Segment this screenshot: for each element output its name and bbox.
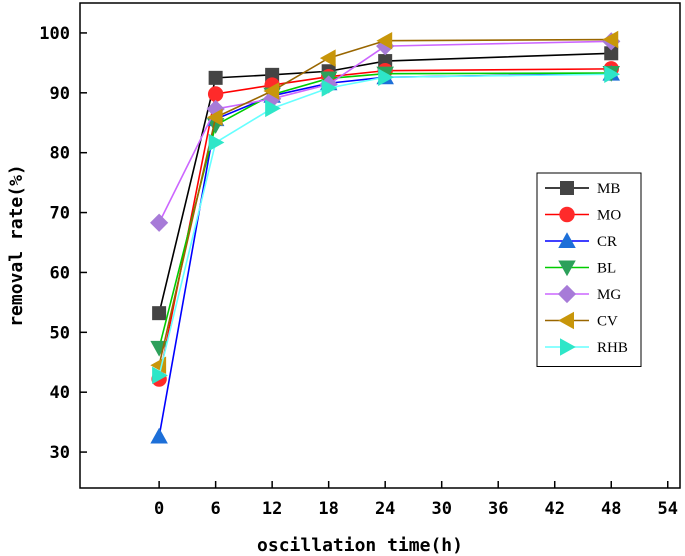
point-rhb-12 bbox=[265, 99, 281, 118]
legend-marker-cv bbox=[558, 311, 574, 330]
y-tick-label-60: 60 bbox=[50, 263, 70, 283]
legend-label-bl: BL bbox=[597, 261, 616, 277]
y-tick-label-30: 30 bbox=[50, 443, 70, 463]
point-cv-24 bbox=[376, 31, 393, 50]
y-tick-label-50: 50 bbox=[50, 323, 70, 343]
point-cv-6 bbox=[206, 108, 223, 127]
x-tick-label-30: 30 bbox=[431, 499, 451, 519]
point-rhb-48 bbox=[604, 65, 620, 84]
point-mb-48 bbox=[604, 46, 619, 61]
point-cr-0 bbox=[150, 427, 168, 444]
legend-marker-mg bbox=[557, 284, 577, 304]
series-line-mb bbox=[158, 52, 612, 314]
series-line-mo bbox=[158, 68, 612, 380]
legend-marker-mo bbox=[559, 206, 575, 223]
legend-marker-mb bbox=[560, 181, 574, 195]
legend-label-rhb: RHB bbox=[597, 340, 628, 356]
legend-item-cv: CV bbox=[545, 311, 618, 330]
x-tick-label-48: 48 bbox=[601, 499, 621, 519]
legend-item-bl: BL bbox=[545, 260, 616, 277]
series-layer bbox=[150, 30, 621, 444]
point-mg-0 bbox=[150, 213, 169, 232]
series-line-mg bbox=[158, 40, 612, 224]
legend-label-mg: MG bbox=[597, 287, 621, 303]
point-cv-18 bbox=[319, 49, 336, 67]
x-tick-label-0: 0 bbox=[154, 499, 164, 519]
legend-label-cv: CV bbox=[597, 314, 618, 330]
legend-marker-cr bbox=[558, 232, 576, 248]
legend-item-mb: MB bbox=[545, 181, 620, 197]
series-line-rhb bbox=[158, 73, 612, 376]
y-tick-label-90: 90 bbox=[50, 84, 70, 104]
series-rhb bbox=[152, 65, 620, 385]
x-tick-label-42: 42 bbox=[544, 499, 564, 519]
x-axis-title: oscillation time(h) bbox=[257, 535, 463, 556]
y-tick-label-100: 100 bbox=[39, 24, 70, 44]
y-tick-label-40: 40 bbox=[50, 383, 70, 403]
legend-item-cr: CR bbox=[545, 232, 617, 250]
point-rhb-6 bbox=[208, 133, 225, 152]
x-tick-label-24: 24 bbox=[375, 499, 395, 519]
legend-box bbox=[536, 172, 642, 367]
y-tick-label-70: 70 bbox=[50, 204, 70, 224]
legend-item-mg: MG bbox=[545, 284, 621, 304]
legend-label-cr: CR bbox=[597, 234, 617, 250]
point-mb-0 bbox=[152, 306, 167, 321]
point-rhb-0 bbox=[152, 366, 168, 385]
point-mo-6 bbox=[207, 86, 224, 102]
legend: MB MO CR BL MG CV RHB bbox=[536, 172, 642, 367]
legend-marker-bl bbox=[558, 260, 576, 277]
point-mb-6 bbox=[208, 70, 223, 85]
point-cv-48 bbox=[602, 30, 619, 49]
legend-marker-rhb bbox=[560, 338, 576, 356]
point-cv-12 bbox=[263, 82, 280, 100]
legend-item-rhb: RHB bbox=[545, 338, 628, 356]
x-tick-label-6: 6 bbox=[211, 499, 221, 519]
y-axis-title: removal rate(%) bbox=[6, 164, 27, 327]
legend-label-mb: MB bbox=[597, 181, 620, 197]
point-rhb-18 bbox=[321, 79, 338, 97]
point-rhb-24 bbox=[378, 68, 394, 86]
x-tick-label-18: 18 bbox=[318, 499, 338, 519]
x-tick-label-54: 54 bbox=[658, 499, 678, 519]
plot-frame bbox=[79, 2, 681, 489]
legend-label-mo: MO bbox=[597, 208, 621, 224]
legend-item-mo: MO bbox=[545, 206, 621, 224]
series-line-cv bbox=[158, 38, 612, 366]
axis-ticks: 0 6 12 18 24 30 36 42 48 54 30 40 50 60 70 80 90 100 bbox=[39, 24, 678, 519]
y-tick-label-80: 80 bbox=[50, 144, 70, 164]
x-tick-label-36: 36 bbox=[488, 499, 508, 519]
x-tick-label-12: 12 bbox=[262, 499, 282, 519]
